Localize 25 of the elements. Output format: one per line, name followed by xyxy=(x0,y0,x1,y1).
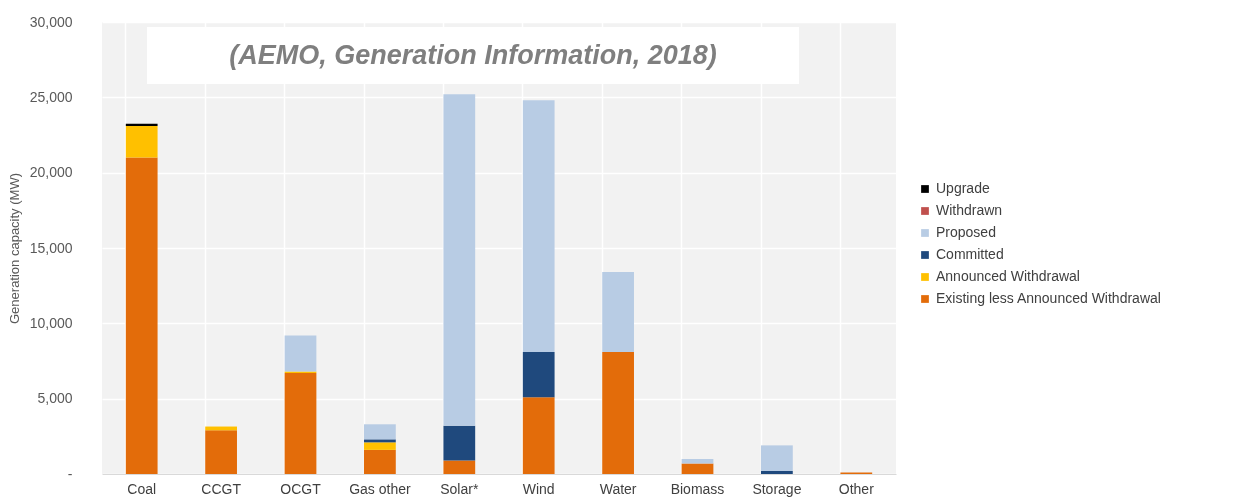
y-tick-label: 25,000 xyxy=(29,88,73,105)
x-tick-label: Coal xyxy=(127,480,157,497)
y-tick-label: 5,000 xyxy=(37,390,73,407)
legend-label: Committed xyxy=(936,246,1004,262)
y-tick-label: 10,000 xyxy=(29,314,73,331)
y-tick-label: 30,000 xyxy=(29,13,73,30)
y-axis-title: Generation capacity (MW) xyxy=(6,173,22,324)
x-tick-label: OCGT xyxy=(280,480,322,497)
x-tick-label: CCGT xyxy=(201,480,242,497)
legend-label: Announced Withdrawal xyxy=(936,268,1080,284)
annotation: (AEMO, Generation Information, 2018) xyxy=(229,40,717,70)
x-tick-label: Wind xyxy=(522,480,555,497)
x-tick-label: Other xyxy=(838,480,875,497)
x-tick-label: Water xyxy=(599,480,637,497)
legend-label: Withdrawn xyxy=(936,202,1003,218)
y-tick-label: 15,000 xyxy=(29,239,73,256)
y-tick-label: - xyxy=(67,465,73,482)
x-tick-label: Solar* xyxy=(440,480,479,497)
legend-label: Upgrade xyxy=(936,180,990,196)
x-tick-label: Storage xyxy=(752,480,802,497)
legend-label: Proposed xyxy=(936,224,996,240)
legend-label: Existing less Announced Withdrawal xyxy=(936,290,1161,306)
x-tick-label: Gas other xyxy=(349,480,411,497)
x-tick-label: Biomass xyxy=(670,480,725,497)
y-tick-label: 20,000 xyxy=(29,164,73,181)
